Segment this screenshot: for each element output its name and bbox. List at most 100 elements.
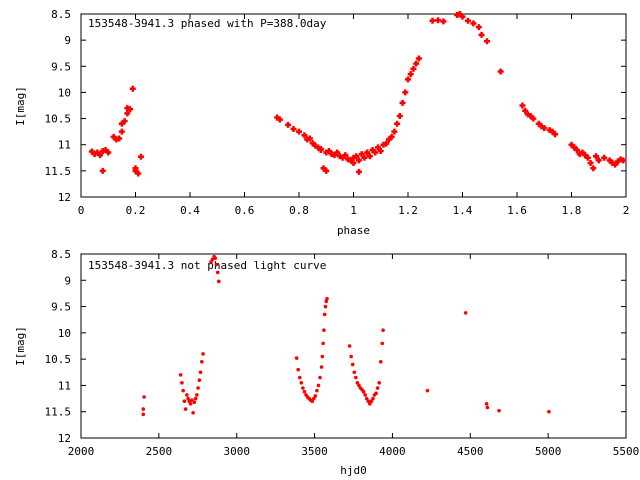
data-point <box>213 256 218 261</box>
data-point <box>317 145 324 152</box>
data-point <box>374 391 378 396</box>
data-point <box>364 396 369 401</box>
data-point <box>322 328 326 333</box>
data-point <box>399 99 406 106</box>
data-point <box>402 89 409 96</box>
data-point <box>394 120 401 127</box>
data-point <box>552 131 559 138</box>
data-point <box>355 157 362 164</box>
data-point <box>470 20 477 27</box>
data-point <box>361 389 366 394</box>
data-point <box>183 407 188 411</box>
data-point <box>322 312 327 317</box>
data-point <box>350 362 355 367</box>
plot-frame <box>80 253 627 439</box>
y-tick-label: 10.5 <box>45 113 72 126</box>
data-point <box>294 356 299 360</box>
y-tick-label: 10 <box>58 86 71 99</box>
x-tick-label: 1.8 <box>562 204 582 217</box>
x-tick-label: 1.6 <box>507 204 527 217</box>
data-point <box>215 270 220 275</box>
data-point <box>595 157 602 164</box>
data-point <box>464 17 471 24</box>
data-point <box>429 17 436 24</box>
data-point <box>200 359 204 364</box>
x-axis-label: phase <box>337 224 370 237</box>
y-tick-label: 9 <box>64 34 71 47</box>
data-point <box>363 393 367 397</box>
data-point <box>352 370 357 375</box>
y-tick-label: 10.5 <box>45 353 72 366</box>
data-point <box>355 168 362 175</box>
data-point <box>99 167 106 174</box>
x-axis-label: hjd0 <box>340 464 367 477</box>
data-point <box>530 115 537 122</box>
data-point <box>573 146 580 153</box>
data-point <box>485 405 490 410</box>
data-point <box>132 165 139 172</box>
data-point <box>129 85 136 92</box>
y-tick-label: 10 <box>58 327 71 340</box>
data-point <box>357 383 361 388</box>
x-tick-label: 1.4 <box>453 204 473 217</box>
data-point <box>415 55 422 62</box>
y-tick-label: 9.5 <box>51 60 71 73</box>
y-axis-label: I[mag] <box>14 86 27 126</box>
x-tick-label: 1 <box>350 204 357 217</box>
data-point <box>321 341 325 346</box>
y-axis-label: I[mag] <box>14 326 27 366</box>
data-point <box>323 304 328 309</box>
data-point <box>137 153 144 160</box>
data-point <box>350 160 357 167</box>
data-point <box>276 116 283 123</box>
data-point <box>484 38 491 45</box>
data-point <box>188 402 193 406</box>
y-tick-label: 11 <box>58 379 71 392</box>
data-point <box>191 410 195 415</box>
data-point <box>541 124 548 131</box>
unphased-light-curve-panel: 2000 2500 3000 3500 4000 4500 5000 5500 8.5 9 9.5 1… <box>14 248 639 477</box>
data-point <box>391 128 398 135</box>
data-point <box>178 373 183 377</box>
data-point <box>190 398 194 402</box>
data-point <box>323 167 330 174</box>
y-tick-label: 8.5 <box>51 248 71 261</box>
data-point <box>459 13 466 20</box>
data-point <box>306 135 313 142</box>
data-point <box>353 153 360 160</box>
data-point <box>301 386 305 390</box>
x-tick-label: 2000 <box>68 445 95 458</box>
y-tick-label: 8.5 <box>51 8 71 21</box>
data-point <box>377 381 381 385</box>
data-point <box>198 370 203 375</box>
data-point <box>364 149 371 156</box>
x-tick-label: 0 <box>78 204 85 217</box>
data-point <box>383 140 390 147</box>
data-point <box>97 152 104 159</box>
y-tick-label: 11.5 <box>45 406 72 419</box>
data-point <box>349 354 353 359</box>
x-tick-label: 0.2 <box>126 204 146 217</box>
data-point <box>601 154 608 161</box>
chart-title: 153548-3941.3 not phased light curve <box>88 259 326 272</box>
y-tick-label: 12 <box>58 191 71 204</box>
y-tick-label: 9.5 <box>51 301 71 314</box>
data-point <box>547 409 551 414</box>
data-point <box>118 128 125 135</box>
data-point <box>405 76 411 83</box>
data-point <box>214 262 219 267</box>
data-point <box>285 121 292 128</box>
data-point <box>316 383 321 388</box>
data-point <box>355 381 360 385</box>
data-point <box>201 352 205 356</box>
data-point <box>396 112 403 119</box>
x-tick-label: 5500 <box>613 445 640 458</box>
data-point <box>296 367 301 372</box>
data-point <box>325 296 329 301</box>
data-point <box>378 359 383 364</box>
data-point <box>366 399 371 404</box>
data-point <box>197 378 202 382</box>
data-point <box>141 412 146 417</box>
x-tick-label: 3000 <box>223 445 250 458</box>
data-point <box>519 102 526 109</box>
